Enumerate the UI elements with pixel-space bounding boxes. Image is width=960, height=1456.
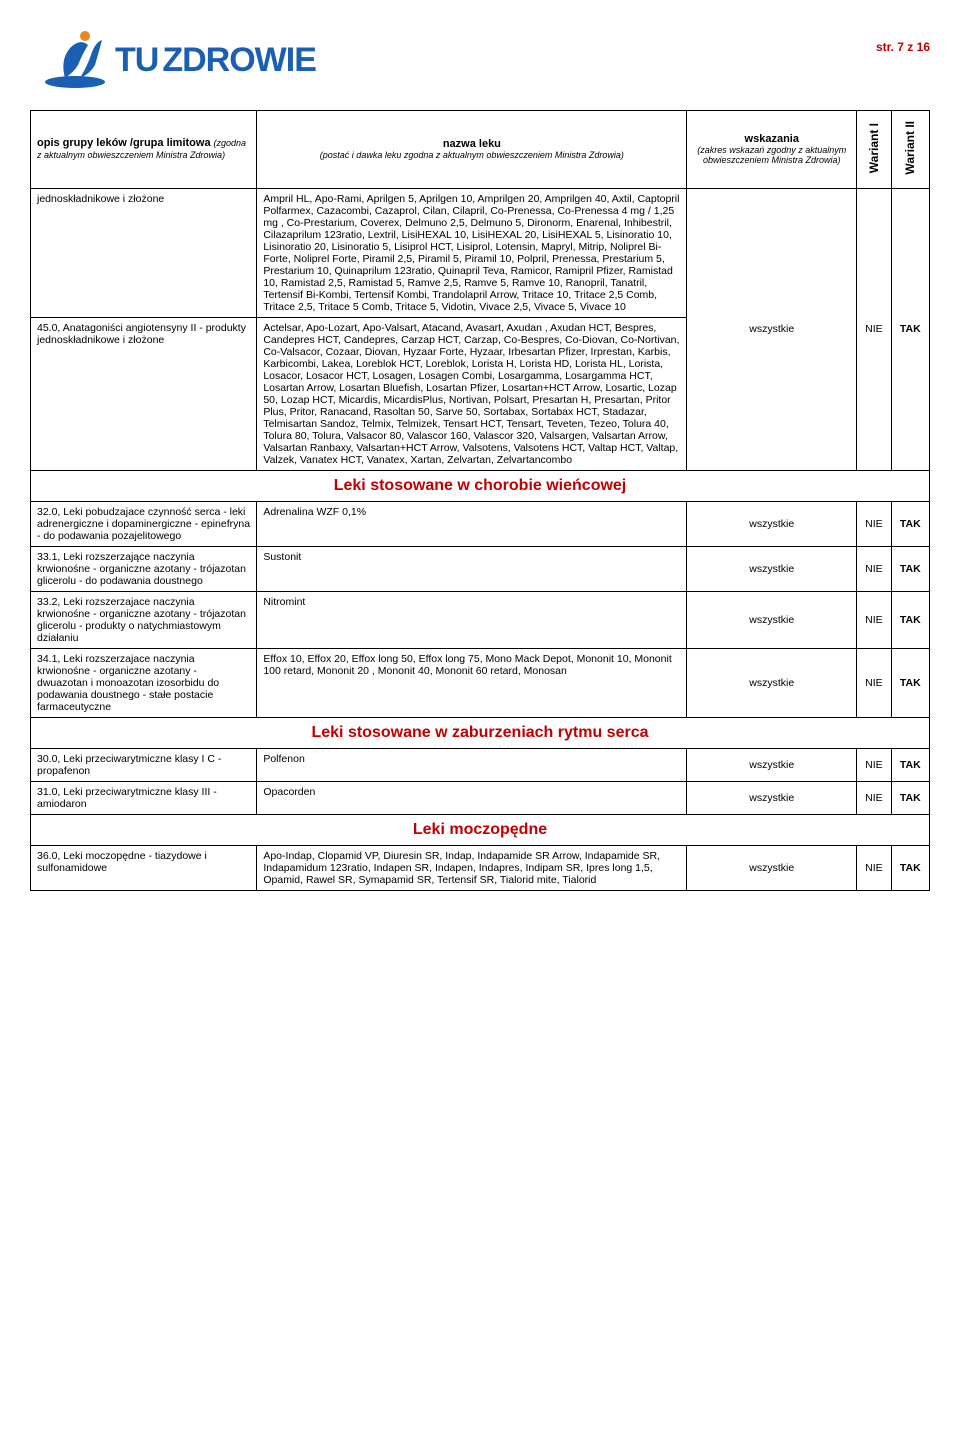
logo: TU ZDROWIE [40, 30, 960, 90]
header-col2-sub: (postać i dawka leku zgodna z aktualnym … [263, 150, 680, 160]
cell-group: 31.0, Leki przeciwarytmiczne klasy III -… [31, 781, 257, 814]
cell-indication: wszystkie [687, 748, 857, 781]
cell-variant1: NIE [857, 591, 892, 648]
cell-drug: Nitromint [257, 591, 687, 648]
drug-table: opis grupy leków /grupa limitowa (zgodna… [30, 110, 930, 891]
cell-drug: Sustonit [257, 546, 687, 591]
logo-zdrowie: ZDROWIE [162, 41, 316, 80]
section-row: Leki stosowane w chorobie wieńcowej [31, 470, 930, 501]
section-title: Leki moczopędne [31, 814, 930, 845]
cell-group: 45.0, Anatagoniści angiotensyny II - pro… [31, 317, 257, 470]
section-row: Leki moczopędne [31, 814, 930, 845]
header-col5-text: Wariant II [903, 115, 917, 181]
logo-tu: TU [115, 41, 158, 80]
logo-text: TU ZDROWIE [115, 41, 316, 80]
cell-variant1: NIE [857, 845, 892, 890]
cell-variant2: TAK [891, 591, 929, 648]
table-row: 33.2, Leki rozszerzajace naczynia krwion… [31, 591, 930, 648]
cell-variant1: NIE [857, 748, 892, 781]
cell-indication: wszystkie [687, 781, 857, 814]
table-header-row: opis grupy leków /grupa limitowa (zgodna… [31, 111, 930, 189]
header-col4: Wariant I [857, 111, 892, 189]
page-number: str. 7 z 16 [876, 40, 930, 54]
cell-variant2: TAK [891, 781, 929, 814]
table-body: jednoskładnikowe i złożoneAmpril HL, Apo… [31, 188, 930, 890]
cell-variant2: TAK [891, 501, 929, 546]
header-col4-text: Wariant I [867, 117, 881, 179]
cell-indication: wszystkie [687, 845, 857, 890]
cell-variant1: NIE [857, 188, 892, 470]
cell-variant1: NIE [857, 781, 892, 814]
cell-drug: Polfenon [257, 748, 687, 781]
cell-group: 34.1, Leki rozszerzajace naczynia krwion… [31, 648, 257, 717]
section-title: Leki stosowane w zaburzeniach rytmu serc… [31, 717, 930, 748]
cell-variant2: TAK [891, 748, 929, 781]
table-row: 30.0, Leki przeciwarytmiczne klasy I C -… [31, 748, 930, 781]
cell-drug: Apo-Indap, Clopamid VP, Diuresin SR, Ind… [257, 845, 687, 890]
table-row: 33.1, Leki rozszerzające naczynia krwion… [31, 546, 930, 591]
logo-mark-icon [40, 30, 115, 90]
cell-variant2: TAK [891, 188, 929, 470]
table-row: 34.1, Leki rozszerzajace naczynia krwion… [31, 648, 930, 717]
header-col2: nazwa leku (postać i dawka leku zgodna z… [257, 111, 687, 189]
cell-indication: wszystkie [687, 591, 857, 648]
cell-drug: Effox 10, Effox 20, Effox long 50, Effox… [257, 648, 687, 717]
cell-indication: wszystkie [687, 648, 857, 717]
header-col2-title: nazwa leku [263, 138, 680, 150]
cell-group: 33.1, Leki rozszerzające naczynia krwion… [31, 546, 257, 591]
cell-indication: wszystkie [687, 501, 857, 546]
header-col1-title: opis grupy leków /grupa limitowa [37, 137, 211, 149]
cell-drug: Actelsar, Apo-Lozart, Apo-Valsart, Ataca… [257, 317, 687, 470]
section-title: Leki stosowane w chorobie wieńcowej [31, 470, 930, 501]
table-row: jednoskładnikowe i złożoneAmpril HL, Apo… [31, 188, 930, 317]
header-col3-sub: (zakres wskazań zgodny z aktualnym obwie… [693, 145, 850, 165]
header-col3-title: wskazania [693, 133, 850, 145]
cell-group: 33.2, Leki rozszerzajace naczynia krwion… [31, 591, 257, 648]
cell-group: 36.0, Leki moczopędne - tiazydowe i sulf… [31, 845, 257, 890]
cell-drug: Ampril HL, Apo-Rami, Aprilgen 5, Aprilge… [257, 188, 687, 317]
cell-variant1: NIE [857, 648, 892, 717]
header-col3: wskazania (zakres wskazań zgodny z aktua… [687, 111, 857, 189]
cell-indication: wszystkie [687, 188, 857, 470]
table-row: 31.0, Leki przeciwarytmiczne klasy III -… [31, 781, 930, 814]
section-row: Leki stosowane w zaburzeniach rytmu serc… [31, 717, 930, 748]
cell-variant2: TAK [891, 845, 929, 890]
cell-group: 32.0, Leki pobudzajace czynność serca - … [31, 501, 257, 546]
header-col5: Wariant II [891, 111, 929, 189]
table-row: 32.0, Leki pobudzajace czynność serca - … [31, 501, 930, 546]
cell-variant2: TAK [891, 648, 929, 717]
table-row: 36.0, Leki moczopędne - tiazydowe i sulf… [31, 845, 930, 890]
cell-drug: Opacorden [257, 781, 687, 814]
cell-group: 30.0, Leki przeciwarytmiczne klasy I C -… [31, 748, 257, 781]
cell-drug: Adrenalina WZF 0,1% [257, 501, 687, 546]
cell-indication: wszystkie [687, 546, 857, 591]
cell-variant1: NIE [857, 501, 892, 546]
header-col1: opis grupy leków /grupa limitowa (zgodna… [31, 111, 257, 189]
cell-group: jednoskładnikowe i złożone [31, 188, 257, 317]
cell-variant2: TAK [891, 546, 929, 591]
cell-variant1: NIE [857, 546, 892, 591]
